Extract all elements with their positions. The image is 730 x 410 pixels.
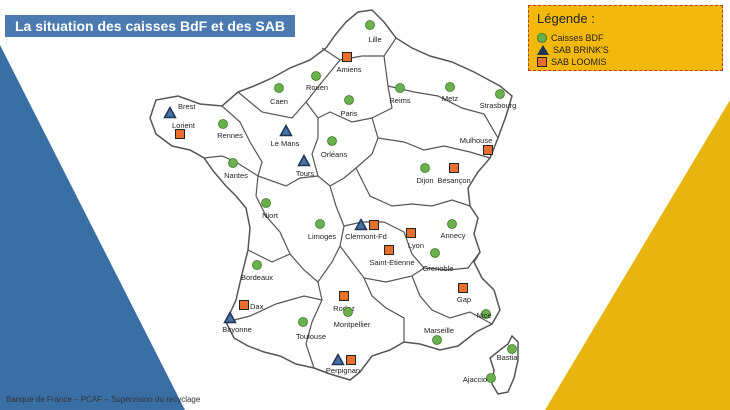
city-label-bordeaux: Bordeaux <box>241 273 273 282</box>
sab-loomis-marker-lorient <box>175 129 185 139</box>
city-label-reims: Reims <box>389 96 411 105</box>
city-label-clermont-fd: Clermont-Fd <box>345 232 387 241</box>
city-label-limoges: Limoges <box>308 232 337 241</box>
sab-loomis-marker-gap <box>458 283 468 293</box>
city-label-saint-etienne: Saint-Etienne <box>369 258 414 267</box>
caisse-bdf-marker-lille <box>365 20 375 30</box>
city-label-lyon: Lyon <box>408 241 424 250</box>
map-title: La situation des caisses BdF et des SAB … <box>5 15 295 56</box>
city-label-annecy: Annecy <box>440 231 465 240</box>
blue-triangle-icon <box>537 45 549 55</box>
city-label-grenoble: Grenoble <box>423 264 454 273</box>
orange-square-icon <box>537 57 547 67</box>
caisse-bdf-marker-paris <box>344 95 354 105</box>
city-label-paris: Paris <box>340 109 357 118</box>
city-label-perpignan: Perpignan <box>326 366 360 375</box>
sab-brinks-marker-brest <box>163 105 177 119</box>
caisse-bdf-marker-marseille <box>432 335 442 345</box>
caisse-bdf-marker-rouen <box>311 71 321 81</box>
caisse-bdf-marker-metz <box>445 82 455 92</box>
caisse-bdf-marker-montpellier <box>343 307 353 317</box>
legend-label: SAB BRINK'S <box>553 45 609 55</box>
city-label-marseille: Marseille <box>424 326 454 335</box>
legend-item-caisses-bdf: Caisses BDF <box>537 33 604 43</box>
city-label-dax: Dax <box>250 302 264 311</box>
sab-loomis-marker-amiens <box>342 52 352 62</box>
caisse-bdf-marker-ajaccio <box>486 373 496 383</box>
city-label-mulhouse: Mulhouse <box>460 136 493 145</box>
sab-loomis-marker-besancon <box>449 163 459 173</box>
city-label-besancon: Besançon <box>437 176 470 185</box>
sab-brinks-marker-bayonne <box>223 310 237 324</box>
city-label-niort: Niort <box>262 211 279 220</box>
city-label-toulouse: Toulouse <box>296 332 326 341</box>
legend-item-sab-brinks: SAB BRINK'S <box>537 45 609 55</box>
legend-title: Légende : <box>537 11 595 26</box>
caisse-bdf-marker-toulouse <box>298 317 308 327</box>
caisse-bdf-marker-caen <box>274 83 284 93</box>
caisse-bdf-marker-reims <box>395 83 405 93</box>
city-label-le-mans: Le Mans <box>271 139 300 148</box>
sab-brinks-marker-perpignan <box>331 352 345 366</box>
caisse-bdf-marker-bastia <box>507 344 517 354</box>
city-label-caen: Caen <box>270 97 288 106</box>
city-label-brest: Brest <box>178 102 196 111</box>
sab-brinks-marker-clermont-fd <box>354 217 368 231</box>
caisse-bdf-marker-grenoble <box>430 248 440 258</box>
city-label-nantes: Nantes <box>224 171 248 180</box>
france-outline <box>149 9 513 381</box>
caisse-bdf-marker-bordeaux <box>252 260 262 270</box>
left-blue-triangle <box>0 45 185 410</box>
sab-loomis-marker-mulhouse <box>483 145 493 155</box>
city-label-rennes: Rennes <box>217 131 243 140</box>
city-label-strasbourg: Strasbourg <box>480 101 517 110</box>
city-label-dijon: Dijon <box>416 176 433 185</box>
sab-loomis-marker-clermont-fd <box>369 220 379 230</box>
city-label-tours: Tours <box>296 169 315 178</box>
sab-brinks-marker-le-mans <box>279 123 293 137</box>
city-label-montpellier: Montpellier <box>334 320 371 329</box>
caisse-bdf-marker-dijon <box>420 163 430 173</box>
legend-item-sab-loomis: SAB LOOMIS <box>537 57 607 67</box>
sab-loomis-marker-lyon <box>406 228 416 238</box>
region-borders <box>203 37 499 369</box>
caisse-bdf-marker-orleans <box>327 136 337 146</box>
city-label-rodez: Rodez <box>333 304 355 313</box>
city-label-orleans: Orléans <box>321 150 348 159</box>
city-label-rouen: Rouen <box>306 83 328 92</box>
city-label-lorient: Lorient <box>172 121 196 130</box>
city-label-lille: Lille <box>368 35 381 44</box>
caisse-bdf-marker-strasbourg <box>495 89 505 99</box>
caisse-bdf-marker-limoges <box>315 219 325 229</box>
caisse-bdf-marker-niort <box>261 198 271 208</box>
cities-layer: Lille Amiens Rouen Caen Brest Lorient Rennes Le… <box>163 20 519 384</box>
sab-brinks-marker-tours <box>297 153 311 167</box>
legend-label: Caisses BDF <box>551 33 604 43</box>
sab-loomis-marker-dax <box>239 300 249 310</box>
footer-source: Banque de France – PCAF – Supervision du… <box>6 395 201 404</box>
city-label-gap: Gap <box>457 295 471 304</box>
sab-loomis-marker-perpignan <box>346 355 356 365</box>
city-label-nice: Nice <box>476 311 491 320</box>
sab-loomis-marker-rodez <box>339 291 349 301</box>
right-yellow-triangle <box>545 100 730 410</box>
sab-loomis-marker-saint-etienne <box>384 245 394 255</box>
city-label-metz: Metz <box>442 94 459 103</box>
caisse-bdf-marker-rennes <box>218 119 228 129</box>
city-label-ajaccio: Ajaccio <box>463 375 487 384</box>
caisse-bdf-marker-nice <box>481 309 491 319</box>
legend-box: Légende : Caisses BDF SAB BRINK'S SAB LO… <box>528 5 723 71</box>
city-label-bastia: Bastia <box>497 353 519 362</box>
green-circle-icon <box>537 33 547 43</box>
caisse-bdf-marker-annecy <box>447 219 457 229</box>
city-label-amiens: Amiens <box>336 65 361 74</box>
legend-label: SAB LOOMIS <box>551 57 607 67</box>
city-label-bayonne: Bayonne <box>222 325 252 334</box>
caisse-bdf-marker-nantes <box>228 158 238 168</box>
